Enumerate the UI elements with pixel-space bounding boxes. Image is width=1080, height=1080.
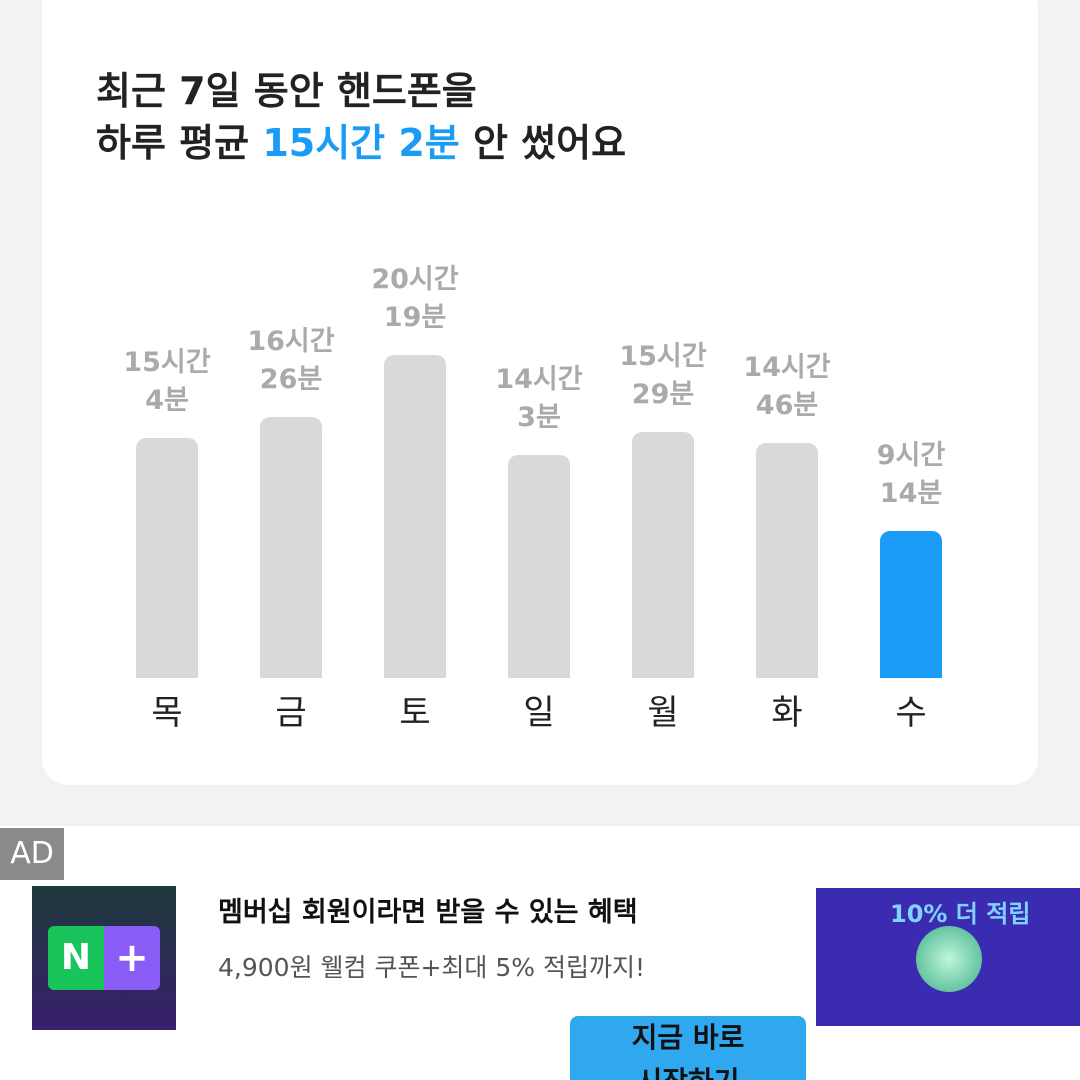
bar xyxy=(136,438,198,678)
ad-area: AD N + 멤버십 회원이라면 받을 수 있는 혜택 4,900원 웰컴 쿠폰… xyxy=(0,826,1080,1080)
ad-badge: AD xyxy=(0,828,64,880)
icon: + xyxy=(104,926,160,990)
title-text: 하루 평균 xyxy=(96,121,250,165)
title-text: 안 썼어요 xyxy=(472,121,627,165)
banner-text: 10% 더 적립 xyxy=(890,900,1031,928)
ad-title[interactable]: 멤버십 회원이라면 받을 수 있는 혜택 xyxy=(218,897,638,928)
value-label: 14시간 3분 xyxy=(495,363,583,433)
value-label: 15시간 29분 xyxy=(619,340,707,410)
day-label: 일 xyxy=(523,693,555,733)
bar xyxy=(384,355,446,678)
day-label: 월 xyxy=(647,693,679,733)
day-label: 화 xyxy=(771,693,803,733)
ad-button[interactable]: 지금 바로 시작하기 xyxy=(570,1016,806,1080)
value-label: 15시간 4분 xyxy=(123,347,211,417)
day-label: 수 xyxy=(895,693,927,733)
day-label: 금 xyxy=(275,693,307,733)
day-label: 목 xyxy=(151,693,183,733)
title-line: 최근 7일 동안 핸드폰을 xyxy=(96,69,477,113)
title-line: 하루 평균 15시간 2분 안 썼어요 xyxy=(96,112,626,167)
title-highlight: 15시간 2분 xyxy=(262,121,460,165)
bar xyxy=(880,531,942,678)
ad-banner[interactable]: 10% 더 적립 xyxy=(816,888,1080,1026)
icon: N xyxy=(48,926,104,990)
bar xyxy=(260,416,322,678)
ad-image[interactable]: N + xyxy=(32,886,176,1030)
bar xyxy=(632,431,694,678)
day-label: 토 xyxy=(399,693,431,733)
bar xyxy=(756,443,818,678)
value-label: 20시간 19분 xyxy=(371,264,459,333)
value-label: 14시간 46분 xyxy=(743,352,831,422)
value-label: 9시간 14분 xyxy=(876,440,946,510)
coin xyxy=(916,926,982,992)
value-label: 16시간 26분 xyxy=(247,325,335,395)
bar xyxy=(508,454,570,678)
ad-subtitle: 4,900원 웰컴 쿠폰+최대 5% 적립까지! xyxy=(218,953,645,982)
